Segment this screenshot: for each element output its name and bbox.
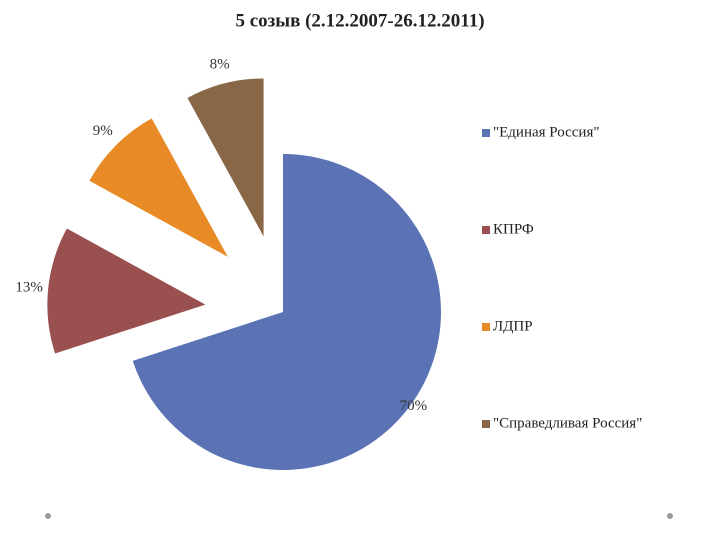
pie-slice <box>132 154 441 470</box>
data-label: 8% <box>210 56 230 72</box>
data-label: 70% <box>400 398 428 414</box>
decor-dot <box>45 513 51 519</box>
legend-label: ЛДПР <box>493 318 533 334</box>
pie-slice <box>47 228 206 354</box>
pie-slice <box>89 118 228 257</box>
legend-swatch <box>482 129 490 137</box>
chart-title: 5 созыв (2.12.2007-26.12.2011) <box>235 10 484 31</box>
legend-label: КПРФ <box>493 221 534 237</box>
data-label: 13% <box>15 279 43 295</box>
pie-slice <box>187 78 264 237</box>
legend-swatch <box>482 226 490 234</box>
legend-label: "Единая Россия" <box>493 124 600 140</box>
legend-swatch <box>482 420 490 428</box>
data-label: 9% <box>93 123 113 139</box>
decor-dot <box>667 513 673 519</box>
legend-label: "Справедливая Россия" <box>493 415 642 431</box>
legend-swatch <box>482 323 490 331</box>
